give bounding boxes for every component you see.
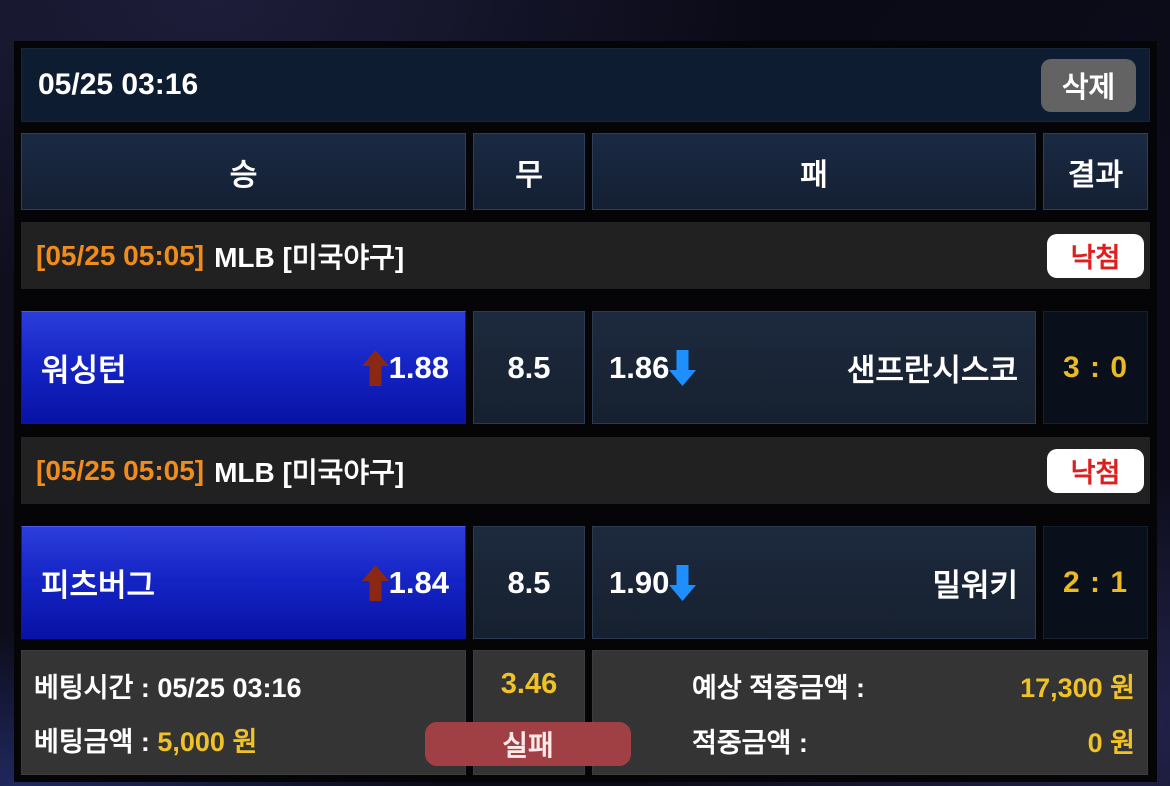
draw-value: 8.5 — [507, 564, 551, 600]
total-odds-value: 3.46 — [500, 668, 558, 700]
payout-panel: 예상 적중금액 : 17,300 원 적중금액 : 0 원 — [592, 650, 1148, 775]
lose-odds-cell: 1.86 샌프란시스코 — [592, 311, 1036, 424]
final-score: 3 : 0 — [1062, 350, 1129, 384]
score-cell: 2 : 1 — [1043, 526, 1148, 639]
actual-payout-label: 적중금액 : — [692, 727, 808, 758]
match-start-time: [05/25 05:05] — [36, 239, 205, 271]
bet-amount-row: 베팅금액 : 5,000 원 — [34, 720, 465, 759]
expected-payout-label: 예상 적중금액 : — [692, 672, 866, 703]
odds-down-icon — [669, 349, 697, 386]
bet-amount-value: 5,000 원 — [157, 727, 258, 757]
odds-up-icon — [361, 349, 389, 386]
draw-odds-cell: 8.5 — [473, 311, 585, 424]
bet-details-panel: 베팅시간 : 05/25 03:16 베팅금액 : 5,000 원 — [21, 650, 466, 775]
score-cell: 3 : 0 — [1043, 311, 1148, 424]
draw-value: 8.5 — [507, 349, 551, 385]
odds-down-icon — [669, 564, 697, 601]
match-info-row: [05/25 05:05] MLB [미국야구] 낙첨 — [21, 437, 1150, 504]
actual-payout-value: 0 원 — [1087, 727, 1135, 758]
expected-payout-value: 17,300 원 — [1020, 672, 1135, 703]
lose-odds: 1.86 — [609, 349, 697, 386]
bet-slip-header: 05/25 03:16 삭제 — [21, 48, 1150, 122]
home-team-name: 워싱턴 — [41, 353, 127, 388]
match-start-time: [05/25 05:05] — [36, 454, 205, 486]
match-odds-row: 워싱턴 1.88 8.5 1.86 샌프란시스코 3 : 0 — [21, 311, 1150, 424]
bet-amount-label: 베팅금액 : — [34, 727, 150, 757]
away-team-name: 샌프란시스코 — [846, 353, 1018, 388]
match-odds-row: 피츠버그 1.84 8.5 1.90 밀워키 2 : 1 — [21, 526, 1150, 639]
win-odds: 1.84 — [361, 564, 449, 601]
bet-slip-time: 05/25 03:16 — [38, 68, 199, 101]
lose-odds-cell: 1.90 밀워키 — [592, 526, 1036, 639]
column-header-draw: 무 — [473, 133, 585, 210]
actual-payout-row: 적중금액 : 0 원 — [593, 721, 1147, 760]
final-score: 2 : 1 — [1062, 565, 1129, 599]
bet-time-value: 05/25 03:16 — [157, 673, 302, 703]
column-header-result: 결과 — [1043, 133, 1148, 210]
odds-up-icon — [361, 564, 389, 601]
bet-summary-footer: 베팅시간 : 05/25 03:16 베팅금액 : 5,000 원 3.46 예… — [21, 650, 1150, 775]
lose-odds-value: 1.86 — [609, 349, 670, 385]
home-team-name: 피츠버그 — [41, 568, 156, 603]
match-info-row: [05/25 05:05] MLB [미국야구] 낙첨 — [21, 222, 1150, 289]
column-header-row: 승 무 패 결과 — [21, 133, 1150, 210]
bet-time-row: 베팅시간 : 05/25 03:16 — [34, 666, 465, 705]
bet-time-label: 베팅시간 : — [34, 673, 150, 703]
win-odds-value: 1.84 — [388, 564, 449, 600]
status-badge: 낙첨 — [1047, 448, 1144, 493]
win-odds: 1.88 — [361, 349, 449, 386]
win-odds-cell-selected: 피츠버그 1.84 — [21, 526, 466, 639]
match-league: MLB [미국야구] — [214, 456, 405, 488]
win-odds-cell-selected: 워싱턴 1.88 — [21, 311, 466, 424]
draw-odds-cell: 8.5 — [473, 526, 585, 639]
bet-history-card: 05/25 03:16 삭제 승 무 패 결과 [05/25 05:05] ML… — [14, 41, 1157, 782]
match-league: MLB [미국야구] — [214, 241, 405, 273]
bet-result-status-badge: 실패 — [425, 722, 631, 766]
expected-payout-row: 예상 적중금액 : 17,300 원 — [593, 666, 1147, 705]
column-header-win: 승 — [21, 133, 466, 210]
win-odds-value: 1.88 — [388, 349, 449, 385]
lose-odds: 1.90 — [609, 564, 697, 601]
column-header-lose: 패 — [592, 133, 1036, 210]
away-team-name: 밀워키 — [932, 568, 1018, 603]
status-badge: 낙첨 — [1047, 233, 1144, 278]
lose-odds-value: 1.90 — [609, 564, 670, 600]
delete-button[interactable]: 삭제 — [1041, 58, 1136, 112]
